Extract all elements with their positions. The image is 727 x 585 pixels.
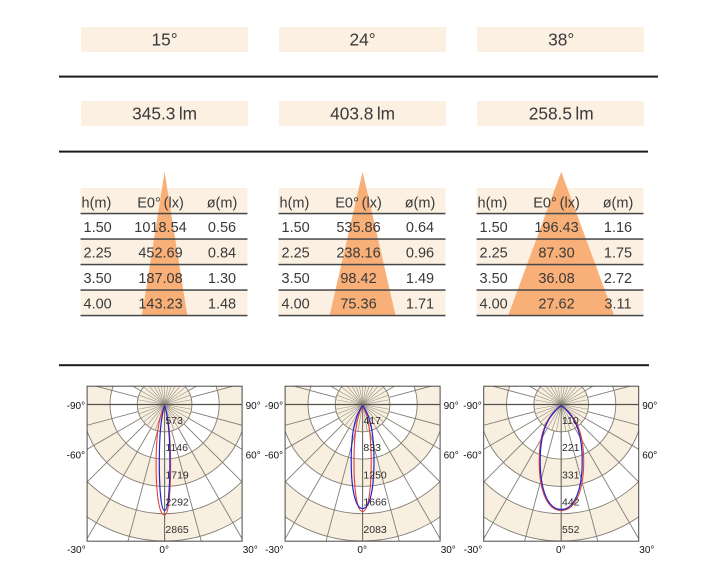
svg-text:221: 221 [562, 442, 580, 454]
svg-text:E0° (lx): E0° (lx) [137, 196, 184, 212]
svg-text:90°: 90° [642, 401, 657, 412]
svg-text:1018.54: 1018.54 [134, 220, 186, 236]
svg-text:552: 552 [562, 524, 580, 536]
svg-text:1.50: 1.50 [480, 220, 508, 236]
svg-text:3.50: 3.50 [282, 271, 310, 287]
svg-text:452.69: 452.69 [138, 245, 182, 261]
svg-text:87.30: 87.30 [538, 245, 574, 261]
svg-text:1.50: 1.50 [282, 220, 310, 236]
svg-text:E0° (lx): E0° (lx) [335, 196, 382, 212]
svg-text:1666: 1666 [363, 497, 387, 509]
svg-text:90°: 90° [444, 401, 459, 412]
svg-text:2292: 2292 [165, 497, 189, 509]
svg-text:-90°: -90° [67, 401, 85, 412]
svg-text:0.96: 0.96 [406, 245, 434, 261]
svg-text:573: 573 [165, 415, 183, 427]
svg-text:-90°: -90° [265, 401, 283, 412]
svg-text:2083: 2083 [363, 524, 387, 536]
svg-text:-60°: -60° [265, 451, 283, 462]
svg-text:60°: 60° [444, 451, 459, 462]
svg-text:1.30: 1.30 [208, 271, 236, 287]
svg-text:1.75: 1.75 [604, 245, 632, 261]
svg-text:30°: 30° [243, 545, 258, 556]
svg-text:0°: 0° [159, 545, 169, 556]
svg-text:1.16: 1.16 [604, 220, 632, 236]
svg-text:36.08: 36.08 [538, 271, 574, 287]
svg-text:4.00: 4.00 [480, 296, 508, 312]
svg-text:4.00: 4.00 [282, 296, 310, 312]
svg-text:2.72: 2.72 [604, 271, 632, 287]
svg-text:535.86: 535.86 [336, 220, 380, 236]
svg-text:60°: 60° [642, 451, 657, 462]
svg-text:2.25: 2.25 [84, 245, 112, 261]
svg-text:-60°: -60° [67, 451, 85, 462]
svg-text:h(m): h(m) [280, 196, 310, 212]
svg-text:3.50: 3.50 [480, 271, 508, 287]
svg-text:2865: 2865 [165, 524, 189, 536]
svg-text:ø(m): ø(m) [207, 196, 238, 212]
svg-text:143.23: 143.23 [138, 296, 182, 312]
svg-text:1.50: 1.50 [84, 220, 112, 236]
svg-text:-60°: -60° [463, 451, 481, 462]
svg-text:0.64: 0.64 [406, 220, 434, 236]
svg-text:110: 110 [562, 415, 579, 427]
svg-text:417: 417 [363, 415, 381, 427]
svg-text:238.16: 238.16 [336, 245, 380, 261]
svg-text:h(m): h(m) [82, 196, 112, 212]
svg-text:258.5 lm: 258.5 lm [529, 104, 594, 124]
svg-text:15°: 15° [152, 30, 178, 50]
svg-text:0°: 0° [357, 545, 367, 556]
svg-text:30°: 30° [639, 545, 654, 556]
svg-text:E0° (lx): E0° (lx) [533, 196, 580, 212]
svg-text:0.56: 0.56 [208, 220, 236, 236]
svg-text:-30°: -30° [67, 545, 85, 556]
svg-text:30°: 30° [441, 545, 456, 556]
svg-text:1719: 1719 [165, 469, 189, 481]
svg-text:3.11: 3.11 [604, 296, 631, 312]
svg-text:27.62: 27.62 [538, 296, 574, 312]
svg-text:0.84: 0.84 [208, 245, 236, 261]
svg-text:1.48: 1.48 [208, 296, 236, 312]
svg-text:24°: 24° [350, 30, 376, 50]
svg-text:-90°: -90° [463, 401, 481, 412]
svg-text:3.50: 3.50 [84, 271, 112, 287]
svg-text:442: 442 [562, 497, 580, 509]
svg-text:331: 331 [562, 469, 580, 481]
svg-text:h(m): h(m) [478, 196, 508, 212]
svg-text:60°: 60° [246, 451, 261, 462]
svg-text:0°: 0° [556, 545, 566, 556]
svg-text:38°: 38° [548, 30, 574, 50]
svg-text:-30°: -30° [464, 545, 482, 556]
svg-text:-30°: -30° [265, 545, 283, 556]
svg-text:1.49: 1.49 [406, 271, 434, 287]
svg-text:187.08: 187.08 [138, 271, 182, 287]
svg-text:ø(m): ø(m) [405, 196, 436, 212]
svg-text:345.3 lm: 345.3 lm [132, 104, 197, 124]
svg-text:ø(m): ø(m) [603, 196, 634, 212]
svg-text:90°: 90° [246, 401, 261, 412]
svg-text:75.36: 75.36 [340, 296, 376, 312]
svg-text:4.00: 4.00 [84, 296, 112, 312]
svg-text:196.43: 196.43 [534, 220, 578, 236]
svg-text:403.8 lm: 403.8 lm [330, 104, 395, 124]
svg-text:833: 833 [363, 442, 381, 454]
svg-text:98.42: 98.42 [340, 271, 376, 287]
svg-text:2.25: 2.25 [282, 245, 310, 261]
svg-text:1.71: 1.71 [406, 296, 434, 312]
svg-text:1146: 1146 [165, 442, 188, 454]
svg-text:2.25: 2.25 [480, 245, 508, 261]
svg-text:1250: 1250 [363, 469, 387, 481]
